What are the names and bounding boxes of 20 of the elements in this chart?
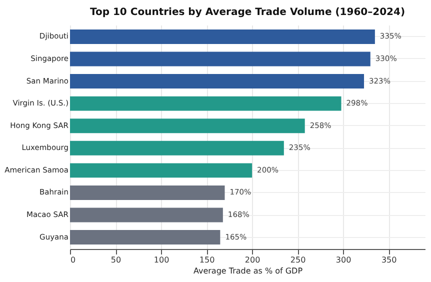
bar — [70, 163, 252, 178]
x-tick-label: 0 — [70, 256, 76, 264]
bar — [70, 185, 225, 200]
x-tick-label: 50 — [110, 256, 122, 264]
bar — [70, 52, 370, 66]
bar — [70, 96, 342, 111]
bar — [70, 29, 375, 44]
bar — [70, 140, 284, 156]
chart-title: Top 10 Countries by Average Trade Volume (1960–2024) — [90, 7, 406, 18]
bar — [70, 74, 364, 89]
x-tick-label: 100 — [154, 256, 170, 264]
x-tick-label: 150 — [199, 256, 215, 264]
x-tick-label: 350 — [381, 256, 397, 264]
x-tick-label: 300 — [336, 256, 352, 264]
x-tick-label: 200 — [244, 256, 260, 264]
x-axis-title: Average Trade as % of GDP — [193, 266, 303, 276]
bar — [70, 208, 223, 222]
bar — [70, 230, 220, 245]
bar — [70, 118, 305, 134]
x-tick-label: 250 — [290, 256, 306, 264]
